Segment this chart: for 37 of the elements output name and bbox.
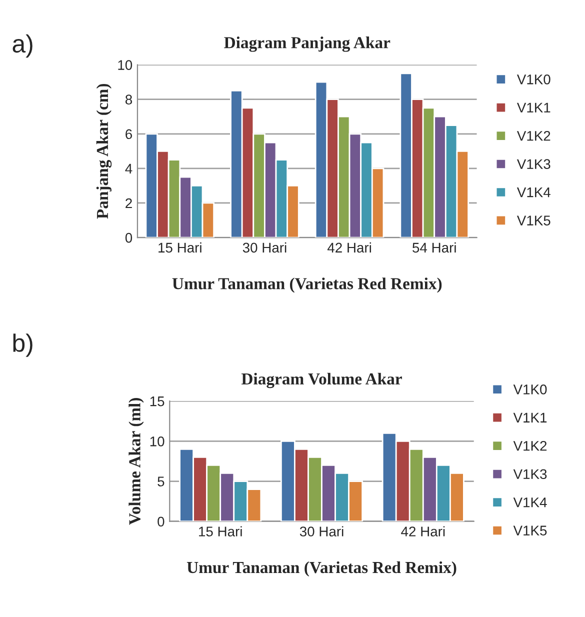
legend-label: V1K1 <box>516 102 550 112</box>
y-tick-label: 8 <box>125 94 132 105</box>
y-tick-label: 5 <box>158 476 164 486</box>
legend-label: V1K0 <box>516 74 550 84</box>
y-tick-label: 0 <box>158 516 164 527</box>
legend-label: V1K3 <box>516 159 550 170</box>
x-tick-label: 42 Hari <box>327 242 371 253</box>
x-tick-label: 54 Hari <box>412 242 456 253</box>
text: b) <box>13 334 32 357</box>
y-tick-label: 15 <box>150 396 164 406</box>
y-tick-label: 4 <box>125 164 132 174</box>
y-tick-label: 2 <box>126 198 132 208</box>
x-tick-label: 15 Hari <box>158 242 202 253</box>
chart-title: Diagram Panjang Akar <box>224 36 390 52</box>
legend-label: V1K4 <box>516 188 550 198</box>
x-tick-label: 30 Hari <box>300 526 344 536</box>
legend-label: V1K5 <box>516 216 550 226</box>
x-tick-label: 42 Hari <box>401 526 445 536</box>
text: a) <box>12 34 32 58</box>
legend-label: V1K4 <box>513 498 547 508</box>
x-axis-title: Umur Tanaman (Varietas Red Remix) <box>172 278 442 293</box>
legend-label: V1K2 <box>513 440 547 451</box>
y-tick-label: 0 <box>125 232 132 243</box>
x-tick-label: 15 Hari <box>199 526 242 536</box>
legend-label: V1K5 <box>513 526 547 536</box>
x-tick-label: 30 Hari <box>242 242 286 253</box>
chart-title: Diagram Volume Akar <box>241 372 402 388</box>
legend-label: V1K0 <box>513 384 547 394</box>
y-tick-label: 6 <box>126 129 132 140</box>
legend-label: V1K1 <box>513 412 547 422</box>
y-axis-title: Panjang Akar (cm) <box>96 84 112 219</box>
y-tick-label: 10 <box>118 60 132 70</box>
legend-label: V1K2 <box>516 130 550 141</box>
y-axis-title: Volume Akar (ml) <box>128 398 144 525</box>
x-axis-title: Umur Tanaman (Varietas Red Remix) <box>186 561 456 577</box>
y-tick-label: 10 <box>150 436 164 446</box>
legend-label: V1K3 <box>513 469 547 480</box>
